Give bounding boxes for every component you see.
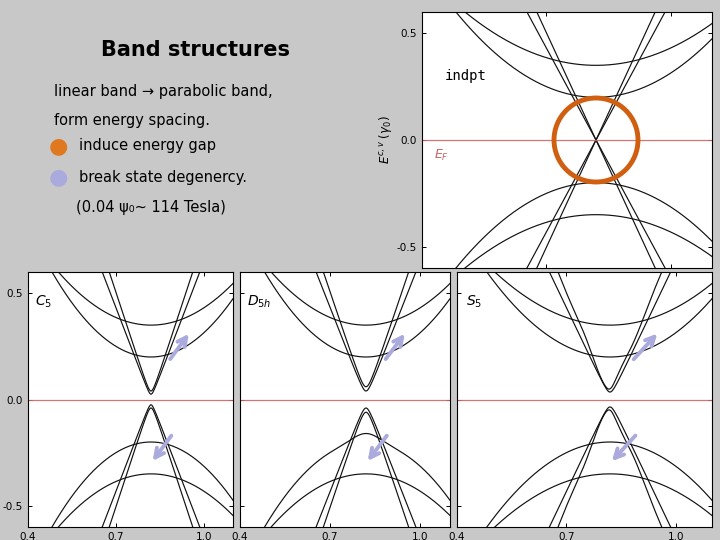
Text: linear band → parabolic band,: linear band → parabolic band, (54, 84, 273, 99)
Text: induce energy gap: induce energy gap (79, 138, 216, 153)
Text: break state degenercy.: break state degenercy. (79, 170, 247, 185)
Y-axis label: $E^{c,v}$ ($\gamma_0$): $E^{c,v}$ ($\gamma_0$) (377, 116, 394, 164)
Text: ●: ● (49, 167, 68, 187)
Text: ●: ● (49, 136, 68, 156)
Text: indpt: indpt (445, 69, 487, 83)
Text: $S_5$: $S_5$ (466, 293, 482, 309)
Text: $D_{5h}$: $D_{5h}$ (248, 293, 272, 309)
Text: $C_5$: $C_5$ (35, 293, 53, 309)
Text: Band structures: Band structures (101, 40, 289, 60)
Text: $E_F$: $E_F$ (434, 148, 449, 163)
Text: form energy spacing.: form energy spacing. (54, 113, 210, 129)
Text: (0.04 ψ₀∼ 114 Tesla): (0.04 ψ₀∼ 114 Tesla) (76, 200, 225, 215)
